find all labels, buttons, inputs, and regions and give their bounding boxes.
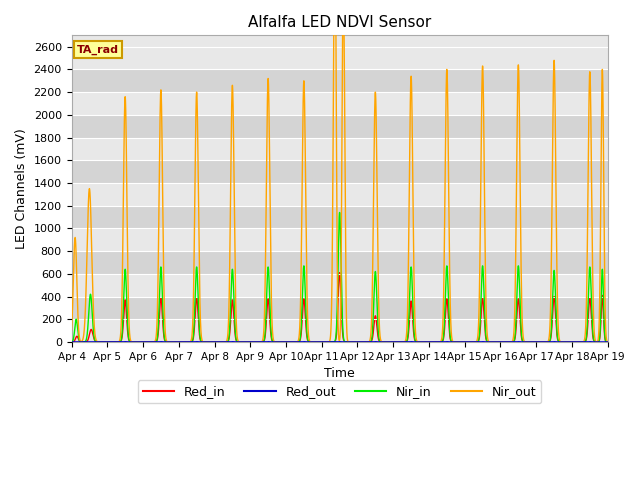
Nir_in: [410, 324, 418, 330]
Bar: [72, 319, 608, 342]
Red_out: [68, 339, 76, 345]
Y-axis label: LED Channels (mV): LED Channels (mV): [15, 128, 28, 249]
Nir_in: [534, 339, 541, 345]
Nir_in: [389, 339, 397, 345]
Nir_out: [353, 339, 360, 345]
Red_out: [586, 339, 594, 345]
Bar: [72, 115, 608, 138]
Bar: [72, 297, 608, 319]
Red_in: [410, 331, 418, 336]
Title: Alfalfa LED NDVI Sensor: Alfalfa LED NDVI Sensor: [248, 15, 431, 30]
Nir_in: [336, 210, 344, 216]
Nir_in: [548, 301, 556, 307]
Red_in: [596, 328, 604, 334]
Red_in: [548, 315, 556, 321]
Red_in: [604, 339, 612, 345]
Nir_out: [604, 339, 612, 345]
Red_in: [308, 339, 316, 345]
Bar: [72, 274, 608, 297]
Nir_in: [603, 339, 611, 345]
Red_out: [534, 339, 541, 345]
Bar: [72, 228, 608, 251]
Line: Nir_in: Nir_in: [72, 213, 608, 342]
Bar: [72, 47, 608, 70]
Red_in: [534, 339, 541, 345]
Nir_out: [548, 165, 556, 171]
Nir_out: [596, 238, 604, 243]
Red_in: [336, 270, 344, 276]
Bar: [72, 92, 608, 115]
Legend: Red_in, Red_out, Nir_in, Nir_out: Red_in, Red_out, Nir_in, Nir_out: [138, 380, 541, 403]
Bar: [72, 70, 608, 92]
Nir_out: [308, 339, 316, 345]
Nir_in: [68, 339, 76, 345]
Red_out: [308, 339, 316, 345]
Red_out: [548, 339, 556, 345]
Bar: [72, 205, 608, 228]
Bar: [72, 160, 608, 183]
Red_out: [604, 339, 612, 345]
Red_out: [410, 339, 417, 345]
Nir_out: [534, 339, 541, 345]
Line: Nir_out: Nir_out: [72, 0, 608, 342]
Text: TA_rad: TA_rad: [77, 45, 119, 55]
Bar: [72, 251, 608, 274]
Nir_in: [308, 339, 316, 345]
Nir_out: [410, 260, 418, 265]
Red_out: [603, 339, 611, 345]
Nir_in: [596, 322, 604, 327]
Bar: [72, 138, 608, 160]
Line: Red_in: Red_in: [72, 273, 608, 342]
Red_in: [389, 339, 397, 345]
Red_in: [68, 339, 76, 345]
Red_out: [596, 339, 604, 345]
X-axis label: Time: Time: [324, 367, 355, 380]
Nir_in: [604, 339, 612, 345]
Nir_out: [603, 336, 611, 342]
Nir_out: [68, 327, 76, 333]
Bar: [72, 183, 608, 205]
Red_in: [603, 339, 611, 345]
